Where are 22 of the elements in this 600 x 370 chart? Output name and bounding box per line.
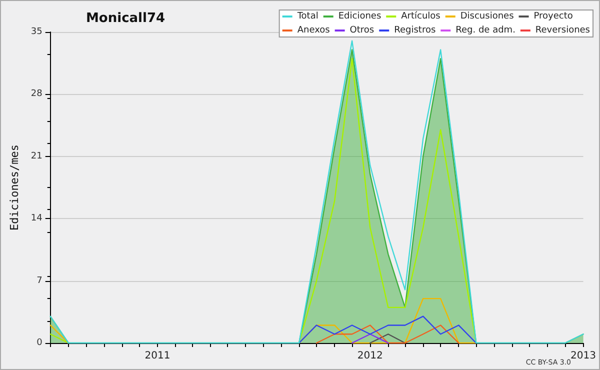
- line-series: [298, 316, 477, 344]
- y-tick-label: 14: [30, 214, 43, 224]
- y-axis-title: Ediciones/mes: [8, 144, 21, 231]
- chart-title: Monicall74: [86, 11, 166, 26]
- legend-label: Anexos: [297, 26, 330, 36]
- y-tick-label: 7: [36, 276, 42, 286]
- legend-label: Reg. de adm.: [456, 26, 516, 36]
- y-tick-label: 0: [36, 338, 43, 348]
- legend-label: Total: [296, 12, 318, 22]
- y-tick-label: 35: [30, 27, 42, 37]
- x-tick-label: 2011: [144, 350, 170, 362]
- legend-label: Discusiones: [460, 12, 514, 22]
- legend-label: Reversiones: [535, 26, 590, 36]
- legend-label: Ediciones: [338, 12, 382, 22]
- legend-label: Artículos: [401, 10, 441, 22]
- legend-label: Otros: [350, 26, 374, 36]
- legend-label: Registros: [394, 26, 436, 36]
- x-tick-label: 2012: [357, 350, 383, 362]
- y-tick-label: 21: [30, 151, 42, 162]
- x-tick-label: 2013: [570, 350, 596, 362]
- legend-label: Proyecto: [534, 12, 574, 22]
- y-tick-label: 28: [30, 89, 43, 100]
